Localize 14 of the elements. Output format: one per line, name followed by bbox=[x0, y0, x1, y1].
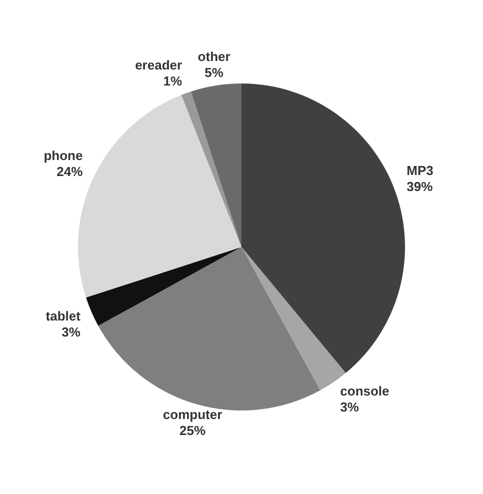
data-label: 24% bbox=[56, 164, 84, 179]
slice-label: tablet bbox=[46, 308, 82, 324]
data-label: 3% bbox=[62, 324, 81, 340]
slice-label: computer bbox=[162, 407, 222, 422]
data-label: 39% bbox=[406, 179, 434, 194]
data-label: 5% bbox=[204, 65, 224, 80]
data-label: 1% bbox=[163, 73, 182, 88]
data-label: 3% bbox=[340, 400, 360, 415]
slice-label: MP3 bbox=[406, 163, 434, 178]
data-label: 25% bbox=[180, 423, 206, 438]
slice-label: console bbox=[340, 384, 390, 399]
slice-label: ereader bbox=[135, 57, 182, 72]
slice-label: phone bbox=[44, 148, 83, 163]
slice-label: other bbox=[198, 49, 230, 64]
